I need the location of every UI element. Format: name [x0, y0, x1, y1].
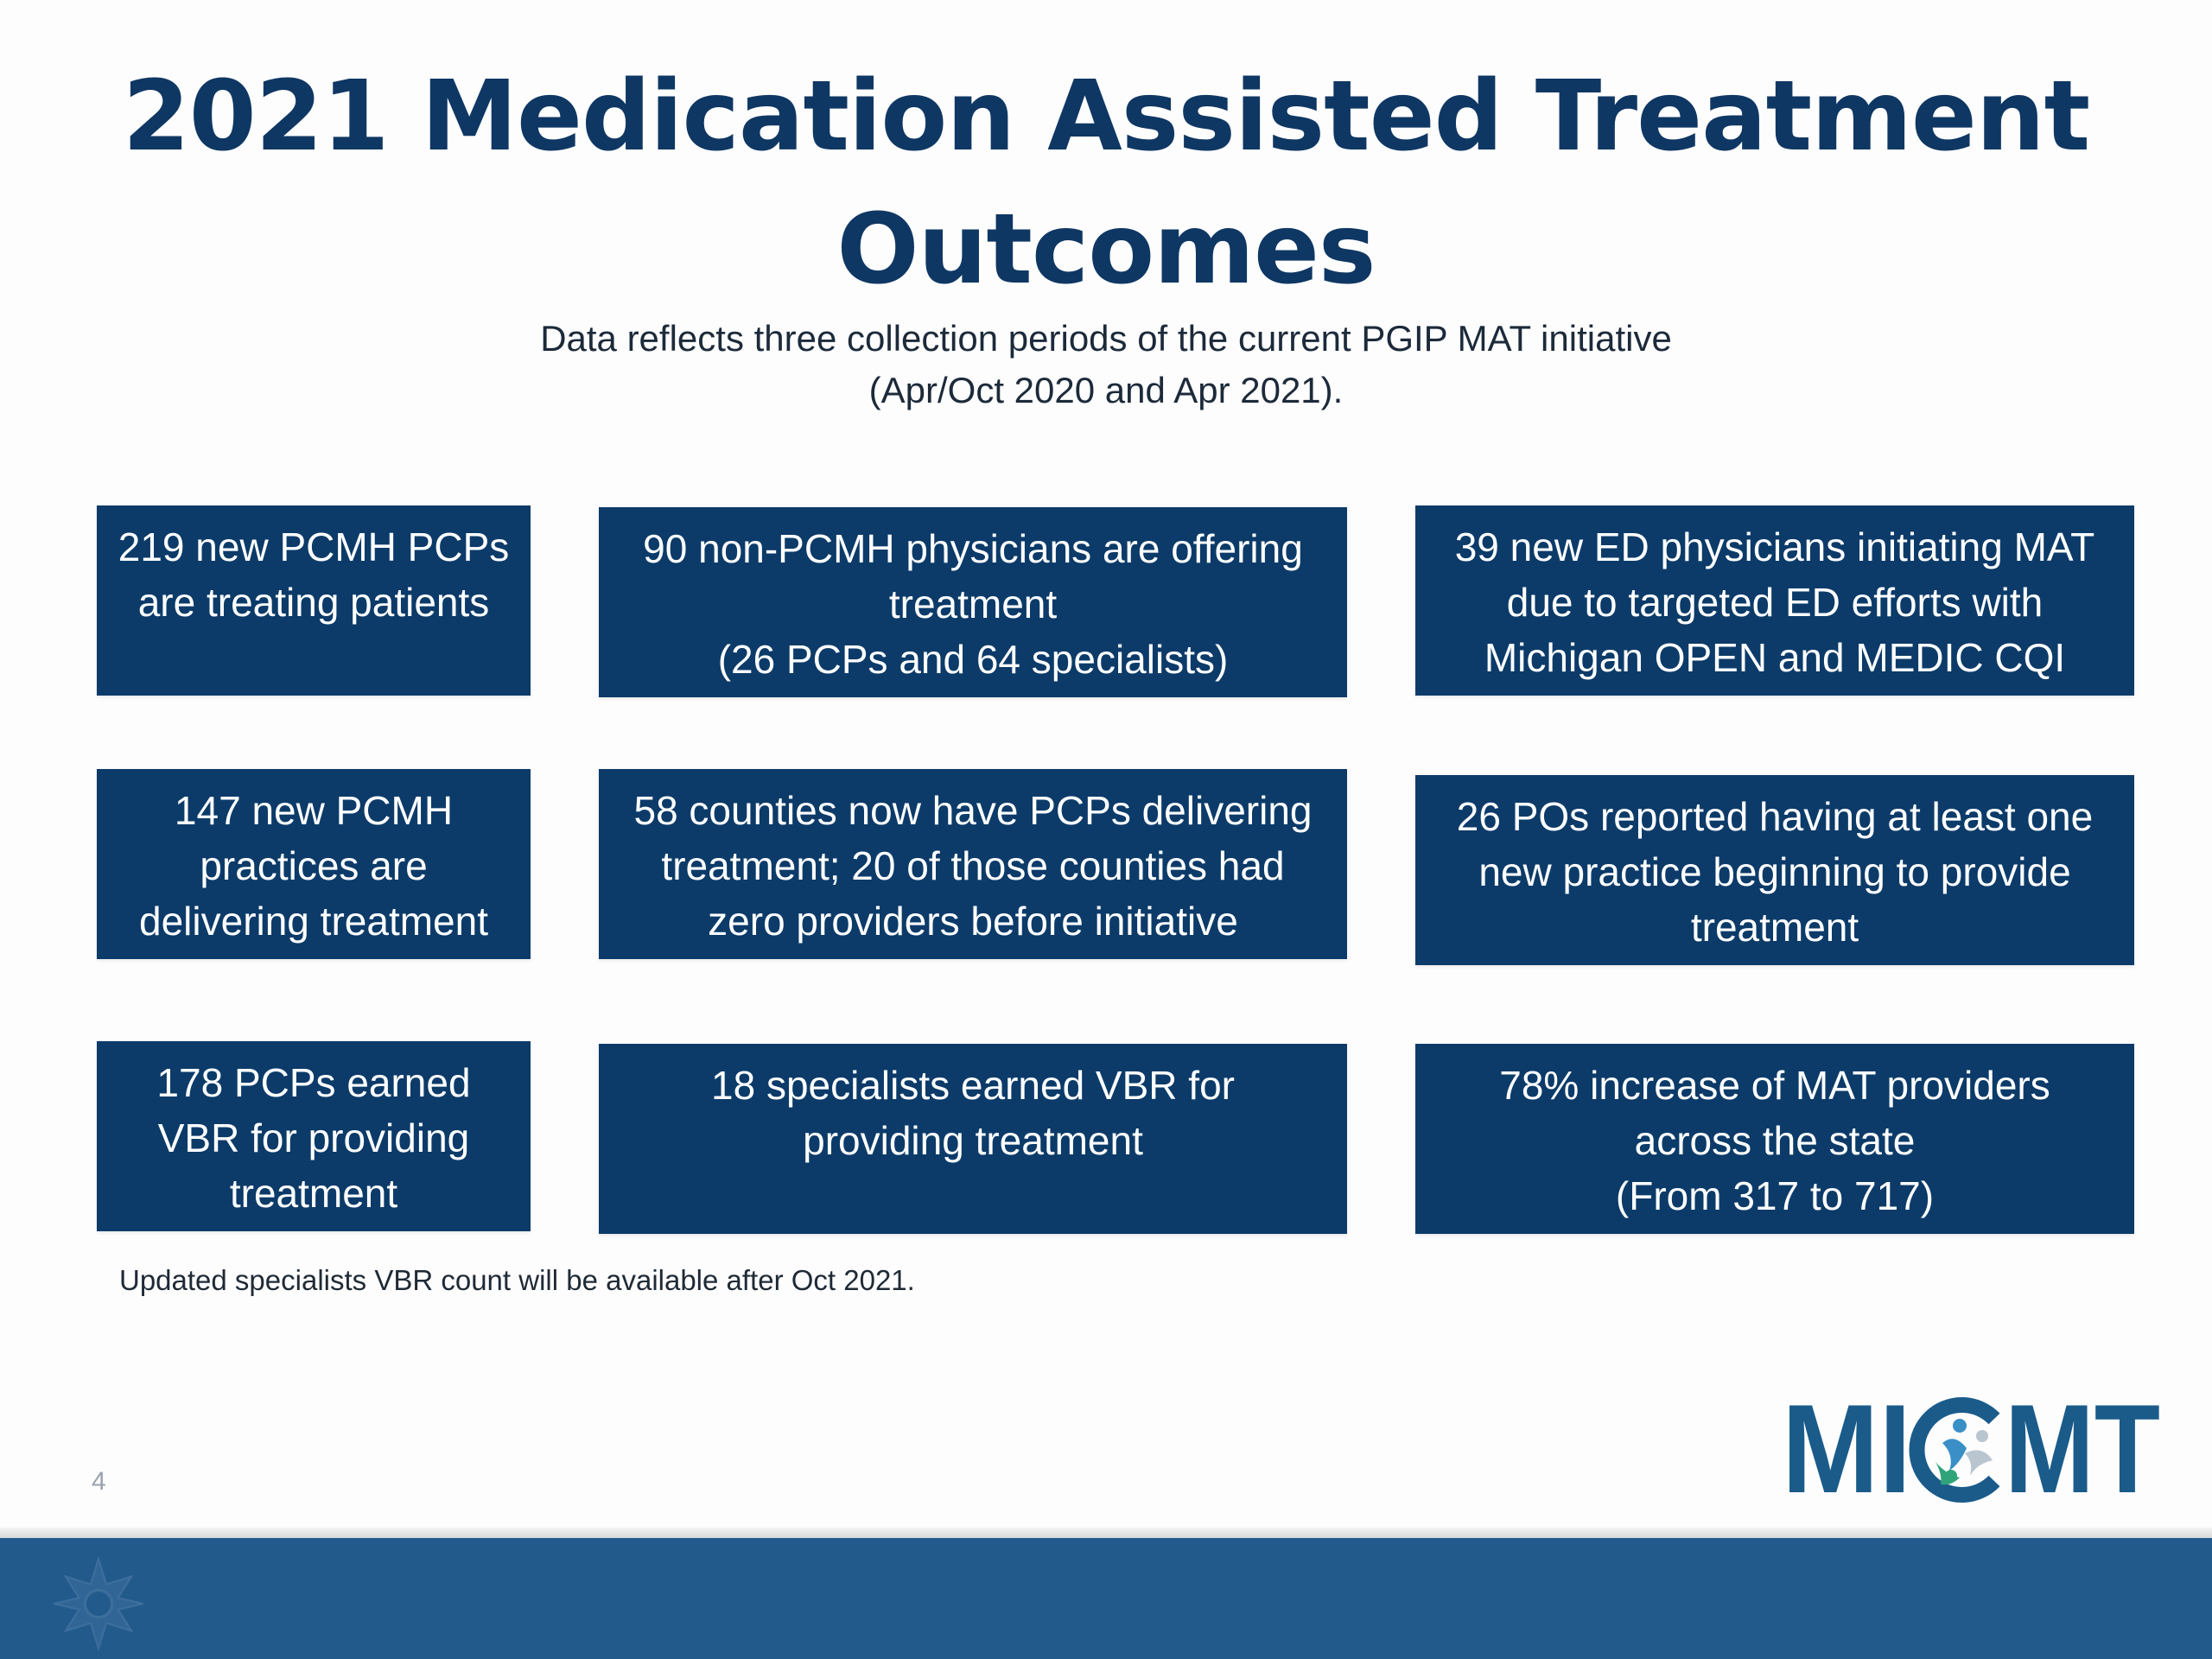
outcome-line: (From 317 to 717) [1615, 1173, 1935, 1218]
outcome-line: treatment; 20 of those counties had [661, 843, 1285, 888]
page-number: 4 [92, 1467, 106, 1496]
outcome-box-mat-providers-increase: 78% increase of MAT providers across the… [1415, 1044, 2134, 1234]
outcome-line: new practice beginning to provide [1478, 849, 2071, 894]
logo-text-right: MT [2005, 1391, 2160, 1503]
outcome-line: providing treatment [803, 1118, 1143, 1163]
outcome-line: due to targeted ED efforts with [1506, 580, 2044, 625]
slide-subtitle: Data reflects three collection periods o… [0, 313, 2212, 416]
sunburst-emblem-icon [54, 1555, 143, 1652]
outcome-line: delivering treatment [139, 899, 488, 944]
micmt-logo: MI MT [1782, 1391, 2160, 1503]
slide-subtitle-line-2: (Apr/Oct 2020 and Apr 2021). [868, 370, 1344, 410]
outcome-line: treatment [1690, 905, 1859, 950]
outcome-line: (26 PCPs and 64 specialists) [717, 637, 1229, 682]
outcome-line: 26 POs reported having at least one [1456, 794, 2094, 839]
outcome-line: VBR for providing [157, 1116, 470, 1160]
outcome-line: Michigan OPEN and MEDIC CQI [1484, 635, 2066, 680]
outcome-line: treatment [888, 582, 1058, 626]
outcome-line: 78% increase of MAT providers [1499, 1063, 2050, 1108]
outcome-line: treatment [229, 1171, 398, 1216]
outcome-line: 58 counties now have PCPs delivering [633, 788, 1313, 833]
outcome-box-non-pcmh-physicians: 90 non-PCMH physicians are offering trea… [599, 507, 1347, 697]
outcome-line: 90 non-PCMH physicians are offering [643, 526, 1303, 571]
logo-text-left: MI [1782, 1391, 1911, 1503]
footnote: Updated specialists VBR count will be av… [119, 1264, 915, 1296]
outcome-line: practices are [200, 843, 428, 888]
outcome-box-ed-physicians: 39 new ED physicians initiating MAT due … [1415, 505, 2134, 696]
outcome-line: zero providers before initiative [708, 899, 1238, 944]
outcome-line: 18 specialists earned VBR for [711, 1063, 1235, 1108]
outcome-box-pos-reported: 26 POs reported having at least one new … [1415, 775, 2134, 965]
footer-divider [0, 1528, 2212, 1538]
slide-title: 2021 Medication Assisted Treatment Outco… [0, 50, 2212, 316]
outcome-line: are treating patients [137, 580, 490, 625]
outcome-box-pcmh-pcps: 219 new PCMH PCPs are treating patients [97, 505, 531, 696]
slide-title-line-2: Outcomes [836, 194, 1376, 306]
slide-title-line-1: 2021 Medication Assisted Treatment [122, 60, 2090, 173]
footer-bar [0, 1538, 2212, 1659]
people-circle-logo-icon [1909, 1397, 2000, 1503]
outcome-box-pcmh-practices: 147 new PCMH practices are delivering tr… [97, 769, 531, 959]
outcome-line: 147 new PCMH [174, 788, 454, 833]
outcome-line: across the state [1634, 1118, 1916, 1163]
outcome-box-pcps-vbr: 178 PCPs earned VBR for providing treatm… [97, 1041, 531, 1231]
outcome-box-counties: 58 counties now have PCPs delivering tre… [599, 769, 1347, 959]
slide-subtitle-line-1: Data reflects three collection periods o… [540, 318, 1672, 359]
outcome-box-specialists-vbr: 18 specialists earned VBR for providing … [599, 1044, 1347, 1234]
outcome-line: 178 PCPs earned [156, 1060, 471, 1105]
outcome-line: 219 new PCMH PCPs [118, 524, 510, 569]
outcome-line: 39 new ED physicians initiating MAT [1454, 524, 2095, 569]
